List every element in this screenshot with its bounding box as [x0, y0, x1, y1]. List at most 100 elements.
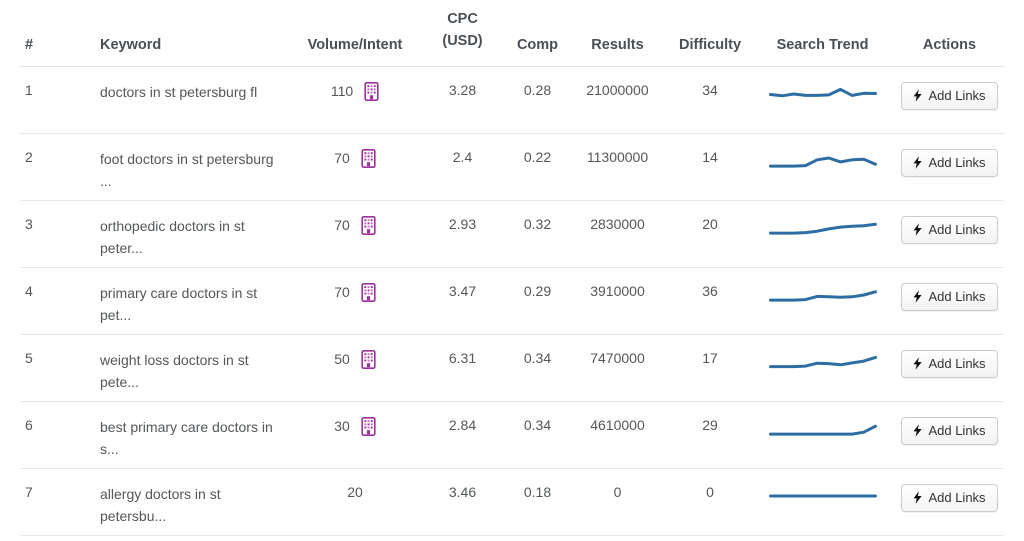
add-links-label: Add Links	[928, 154, 986, 170]
header-results: Results	[565, 0, 670, 67]
keyword-cell: orthopedic doctors in st peter...	[75, 200, 295, 268]
volume-value-group: 70	[334, 148, 376, 168]
intent-icon-wrap	[361, 148, 376, 168]
difficulty-cell: 36	[670, 267, 750, 335]
volume-value: 70	[334, 150, 350, 167]
bolt-icon	[913, 424, 923, 437]
keyword-cell: foot doctors in st petersburg ...	[75, 133, 295, 201]
trend-cell	[750, 468, 895, 536]
volume-value-group: 70	[334, 215, 376, 235]
volume-value: 20	[347, 483, 363, 500]
table-body: 1 doctors in st petersburg fl 110 3.28 0.28 2…	[20, 66, 1004, 536]
rank-cell: 7	[20, 468, 75, 536]
rank-cell: 6	[20, 401, 75, 469]
header-trend: Search Trend	[750, 0, 895, 67]
header-rank: #	[20, 0, 75, 67]
actions-cell: Add Links	[895, 334, 1004, 402]
table-row: 7 allergy doctors in st petersbu... 20 3.46…	[20, 468, 1004, 536]
comp-cell: 0.28	[510, 66, 565, 134]
comp-cell: 0.29	[510, 267, 565, 335]
comp-cell: 0.32	[510, 200, 565, 268]
add-links-button[interactable]: Add Links	[901, 282, 998, 311]
table-row: 4 primary care doctors in st pet... 70 3.47…	[20, 267, 1004, 335]
actions-cell: Add Links	[895, 401, 1004, 469]
search-trend-sparkline	[768, 290, 877, 302]
comp-cell: 0.34	[510, 401, 565, 469]
volume-value: 30	[334, 418, 350, 435]
add-links-button[interactable]: Add Links	[901, 215, 998, 244]
header-comp: Comp	[510, 0, 565, 67]
actions-cell: Add Links	[895, 468, 1004, 536]
intent-icon-wrap	[361, 349, 376, 369]
volume-cell: 20	[295, 468, 415, 536]
difficulty-cell: 14	[670, 133, 750, 201]
volume-cell: 110	[295, 66, 415, 134]
header-volume: Volume/Intent	[295, 0, 415, 67]
table-row: 6 best primary care doctors in s... 30 2.84…	[20, 401, 1004, 469]
actions-cell: Add Links	[895, 66, 1004, 134]
volume-cell: 70	[295, 200, 415, 268]
building-icon	[361, 349, 376, 369]
add-links-button[interactable]: Add Links	[901, 483, 998, 512]
cpc-cell: 3.46	[415, 468, 510, 536]
actions-cell: Add Links	[895, 267, 1004, 335]
results-cell: 11300000	[565, 133, 670, 201]
volume-value-group: 50	[334, 349, 376, 369]
intent-icon-wrap	[361, 282, 376, 302]
table-row: 1 doctors in st petersburg fl 110 3.28 0.28 2…	[20, 66, 1004, 134]
header-difficulty: Difficulty	[670, 0, 750, 67]
building-icon	[361, 282, 376, 302]
volume-value-group: 20	[347, 484, 363, 500]
difficulty-cell: 0	[670, 468, 750, 536]
add-links-button[interactable]: Add Links	[901, 416, 998, 445]
rank-cell: 5	[20, 334, 75, 402]
difficulty-cell: 20	[670, 200, 750, 268]
keyword-cell: weight loss doctors in st pete...	[75, 334, 295, 402]
results-cell: 4610000	[565, 401, 670, 469]
volume-cell: 70	[295, 267, 415, 335]
bolt-icon	[913, 290, 923, 303]
add-links-button[interactable]: Add Links	[901, 81, 998, 110]
bolt-icon	[913, 223, 923, 236]
volume-value: 70	[334, 217, 350, 234]
comp-cell: 0.34	[510, 334, 565, 402]
search-trend-sparkline	[768, 355, 877, 369]
comp-cell: 0.18	[510, 468, 565, 536]
add-links-label: Add Links	[928, 87, 986, 103]
bolt-icon-wrap	[913, 223, 923, 236]
cpc-cell: 3.47	[415, 267, 510, 335]
search-trend-sparkline	[768, 87, 877, 98]
volume-value: 50	[334, 351, 350, 368]
add-links-button[interactable]: Add Links	[901, 349, 998, 378]
volume-cell: 30	[295, 401, 415, 469]
bolt-icon	[913, 491, 923, 504]
building-icon	[361, 215, 376, 235]
volume-value-group: 30	[334, 416, 376, 436]
table-row: 2 foot doctors in st petersburg ... 70 2.4 0…	[20, 133, 1004, 201]
keyword-cell: primary care doctors in st pet...	[75, 267, 295, 335]
volume-cell: 70	[295, 133, 415, 201]
rank-cell: 4	[20, 267, 75, 335]
table-header: # Keyword Volume/Intent CPC (USD) Comp R…	[20, 0, 1004, 67]
trend-cell	[750, 334, 895, 402]
trend-cell	[750, 200, 895, 268]
add-links-button[interactable]: Add Links	[901, 148, 998, 177]
cpc-cell: 2.84	[415, 401, 510, 469]
keyword-cell: best primary care doctors in s...	[75, 401, 295, 469]
add-links-label: Add Links	[928, 288, 986, 304]
volume-value-group: 70	[334, 282, 376, 302]
volume-cell: 50	[295, 334, 415, 402]
difficulty-cell: 34	[670, 66, 750, 134]
rank-cell: 1	[20, 66, 75, 134]
results-cell: 21000000	[565, 66, 670, 134]
keyword-table: # Keyword Volume/Intent CPC (USD) Comp R…	[20, 0, 1004, 536]
actions-cell: Add Links	[895, 133, 1004, 201]
rank-cell: 2	[20, 133, 75, 201]
bolt-icon-wrap	[913, 89, 923, 102]
keyword-cell: doctors in st petersburg fl	[75, 66, 295, 134]
rank-cell: 3	[20, 200, 75, 268]
results-cell: 7470000	[565, 334, 670, 402]
table-header-row: # Keyword Volume/Intent CPC (USD) Comp R…	[20, 0, 1004, 67]
add-links-label: Add Links	[928, 221, 986, 237]
